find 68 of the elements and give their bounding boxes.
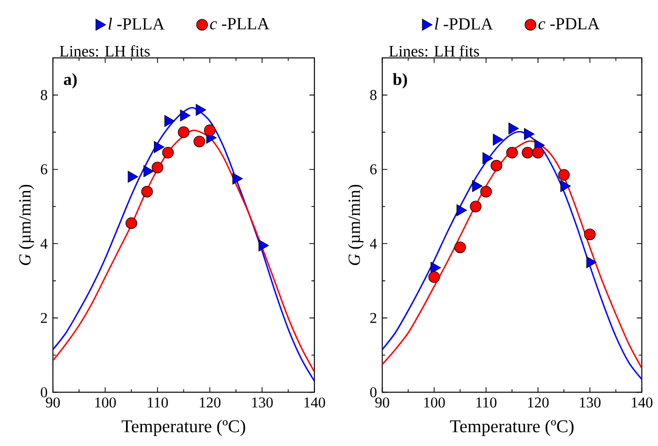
- point: [506, 146, 518, 158]
- x-tick-label: 110: [148, 397, 168, 408]
- point: [492, 134, 504, 146]
- point: [480, 186, 492, 198]
- point: [144, 165, 154, 178]
- text: b): [392, 73, 408, 88]
- point: [490, 160, 502, 172]
- point: [524, 128, 534, 140]
- point: [508, 122, 519, 134]
- point: [162, 146, 174, 158]
- point: [586, 256, 597, 268]
- x-tick-label: 100: [424, 397, 445, 408]
- x-tick-label: 140: [304, 397, 326, 408]
- chart-subtitle: Lines: LH fits: [389, 45, 480, 57]
- x-tick-label: 100: [95, 397, 116, 408]
- legend-label: l -PLLA: [108, 18, 165, 30]
- x-tick-label: 130: [580, 397, 601, 408]
- y-axis-title: G (µm/min): [348, 184, 364, 266]
- point: [470, 200, 482, 212]
- y-tick-label: 4: [40, 238, 48, 249]
- point: [456, 204, 467, 216]
- point: [152, 162, 164, 174]
- x-tick-label: 130: [252, 397, 273, 408]
- point: [560, 180, 571, 192]
- x-tick-label: 90: [375, 397, 390, 408]
- point: [232, 172, 243, 184]
- point: [141, 186, 153, 198]
- x-axis-title: Temperature (ºC): [122, 420, 246, 436]
- point: [204, 124, 216, 136]
- y-tick-label: 6: [370, 164, 377, 174]
- x-tick-label: 120: [200, 397, 220, 408]
- point: [584, 228, 596, 240]
- y-tick-label: 0: [40, 387, 48, 398]
- x-axis-title: Temperature (ºC): [450, 420, 574, 436]
- chart-subtitle: Lines: LH fits: [60, 45, 150, 57]
- y-tick-label: 4: [370, 238, 377, 249]
- y-axis-title: G (µm/min): [18, 184, 34, 266]
- point: [454, 242, 466, 254]
- legend-label: l -PDLA: [435, 18, 493, 30]
- point: [128, 170, 138, 183]
- y-tick-label: 6: [40, 164, 48, 174]
- x-tick-label: 140: [632, 397, 652, 408]
- y-tick-label: 8: [40, 90, 48, 100]
- point: [428, 271, 440, 283]
- x-tick-label: 110: [476, 397, 496, 408]
- point: [154, 141, 164, 153]
- legend-label: c -PDLA: [538, 18, 600, 30]
- point: [558, 169, 570, 181]
- y-tick-label: 0: [370, 387, 377, 398]
- x-tick-label: 90: [46, 397, 60, 408]
- point: [532, 146, 544, 158]
- point: [126, 217, 138, 229]
- text: a): [64, 73, 77, 88]
- y-tick-label: 2: [370, 312, 376, 323]
- y-tick-label: 2: [40, 312, 47, 323]
- point: [196, 104, 206, 116]
- point: [194, 136, 206, 148]
- legend-label: c -PLLA: [210, 18, 270, 30]
- point: [178, 126, 190, 138]
- point: [482, 152, 493, 164]
- point: [522, 146, 534, 158]
- point: [430, 262, 441, 274]
- point: [180, 109, 190, 122]
- point: [258, 240, 269, 252]
- x-tick-label: 120: [528, 397, 549, 408]
- y-tick-label: 8: [370, 90, 377, 100]
- point: [164, 115, 175, 127]
- point: [472, 180, 482, 192]
